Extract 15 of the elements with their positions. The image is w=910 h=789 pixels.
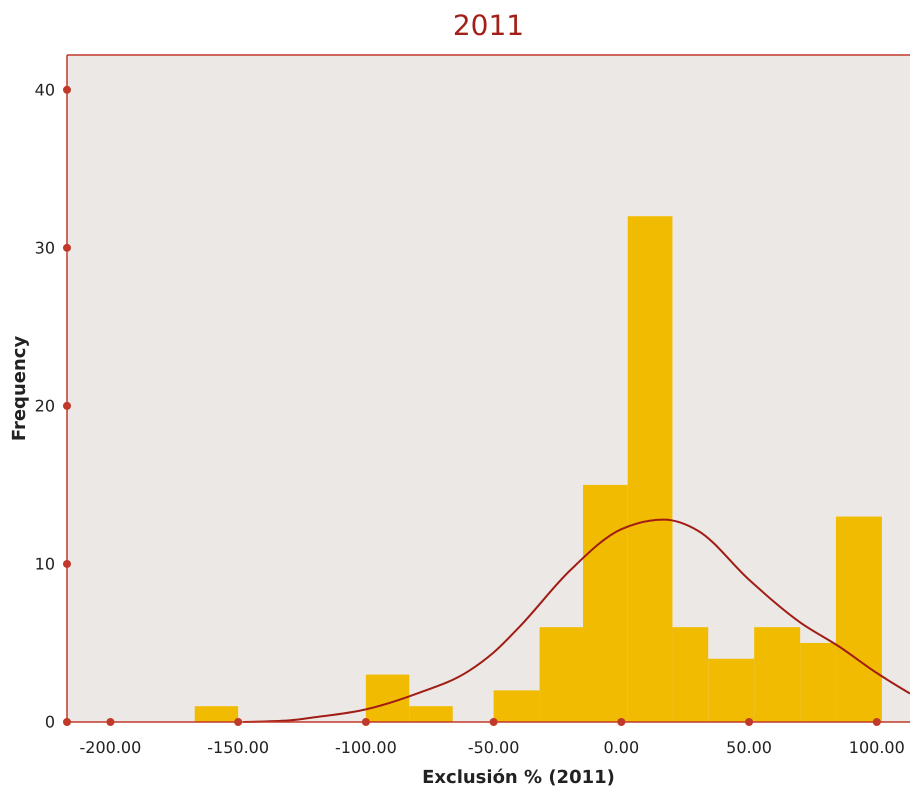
x-axis-title: Exclusión % (2011) [422, 767, 615, 788]
y-tick-label: 30 [34, 238, 55, 258]
y-tick-label: 40 [34, 80, 55, 100]
x-tick-label: -100.00 [335, 738, 397, 757]
x-tick-label: 0.00 [604, 738, 640, 757]
y-tick-label: 0 [44, 712, 55, 732]
x-tick-label: 100.00 [848, 738, 905, 757]
x-tick-label: -150.00 [207, 738, 270, 757]
x-tick-label: 50.00 [726, 738, 772, 757]
x-tick-label: -200.00 [80, 738, 142, 757]
chart-title: 2011 [452, 9, 524, 42]
y-tick-label: 20 [34, 396, 55, 416]
y-axis-title: Frequency [9, 336, 30, 442]
x-tick-label: -50.00 [468, 738, 520, 757]
y-tick-label: 10 [34, 554, 55, 574]
